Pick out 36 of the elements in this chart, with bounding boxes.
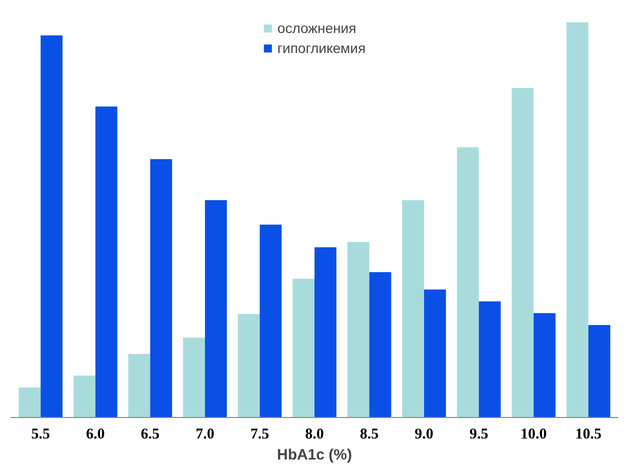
x-tick-label: 6.5 [140, 426, 160, 442]
bar [260, 224, 282, 418]
bar [314, 247, 336, 418]
bar [478, 301, 501, 418]
bar [204, 200, 227, 418]
x-tick-label: 9.0 [414, 426, 434, 442]
bar [150, 159, 172, 418]
bar [588, 325, 610, 418]
bar [73, 376, 96, 418]
x-tick-label: 10.5 [575, 426, 602, 442]
x-tick-label: 7.0 [196, 426, 214, 442]
x-tick-label: 5.5 [31, 426, 50, 442]
bar [402, 200, 424, 418]
bar [95, 106, 118, 418]
bar [566, 22, 588, 418]
bar [456, 147, 479, 418]
bar [40, 35, 63, 418]
x-tick-label: 7.5 [250, 426, 270, 442]
bar [512, 88, 534, 418]
bar [18, 387, 41, 418]
bar [183, 338, 205, 418]
bar [534, 313, 556, 418]
bar [238, 314, 260, 418]
bar [347, 242, 370, 418]
bar [369, 272, 392, 418]
x-tick-label: 9.5 [469, 426, 488, 442]
x-tick-label: 8.0 [305, 426, 324, 442]
bar [292, 278, 314, 418]
bar [128, 354, 150, 418]
x-tick-label: 10.0 [520, 426, 547, 442]
legend-label: осложнения [277, 20, 356, 36]
bar [424, 289, 446, 418]
x-tick-label: 8.5 [360, 426, 379, 442]
legend-label: гипогликемия [277, 40, 366, 56]
x-axis-title: HbA1c (%) [276, 446, 352, 464]
x-tick-label: 6.0 [86, 426, 105, 442]
